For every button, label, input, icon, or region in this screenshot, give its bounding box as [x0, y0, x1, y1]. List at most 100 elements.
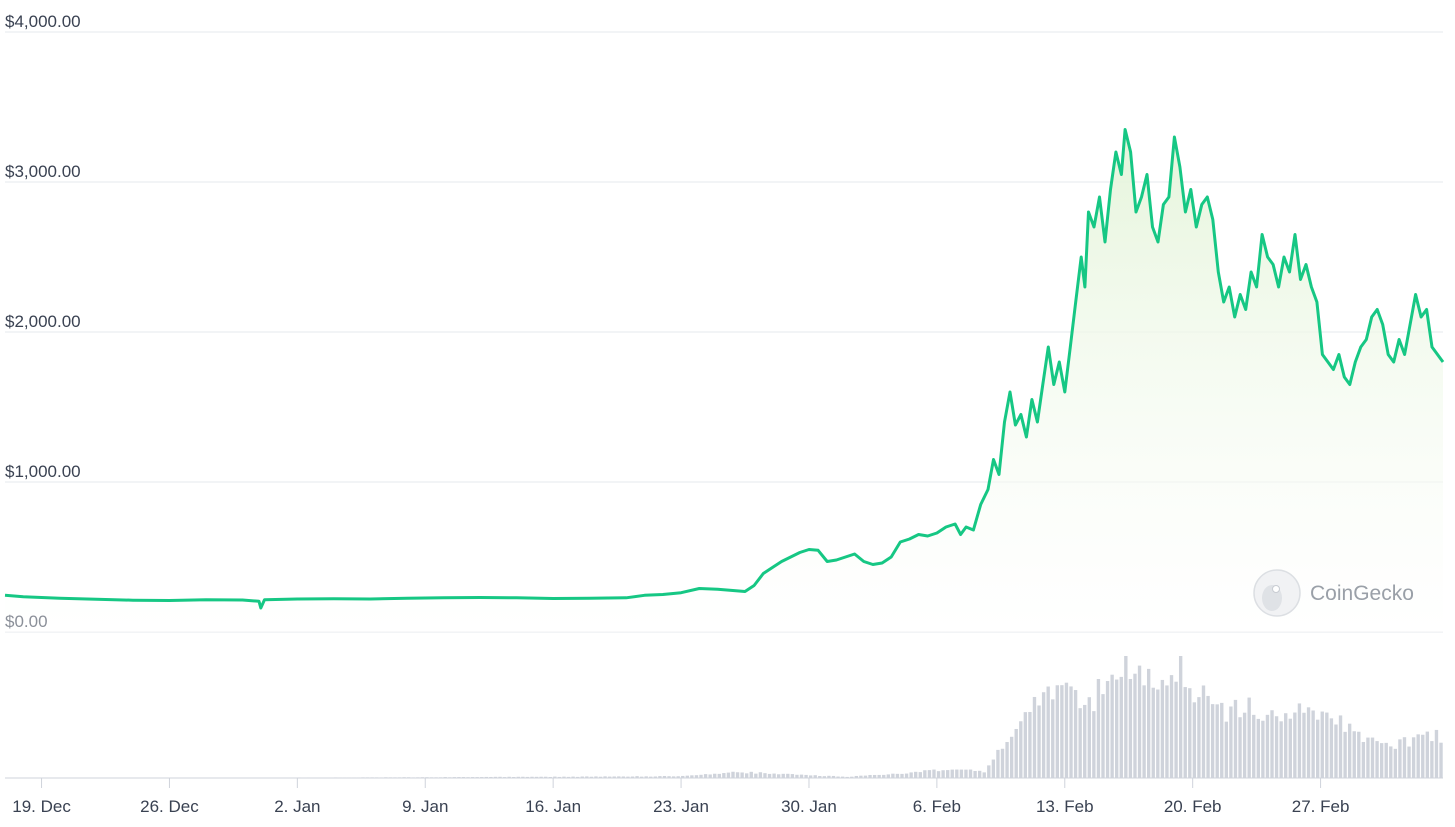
- volume-bar: [731, 771, 735, 778]
- volume-bar: [1051, 699, 1055, 778]
- volume-bar: [882, 774, 886, 778]
- volume-bar: [703, 774, 708, 778]
- volume-bar: [845, 776, 849, 778]
- volume-bar: [790, 774, 795, 778]
- volume-bar: [1407, 746, 1411, 778]
- volume-bar: [484, 776, 489, 778]
- volume-bar: [859, 775, 863, 778]
- volume-bar: [831, 775, 836, 778]
- y-tick-label: $4,000.00: [5, 12, 81, 31]
- volume-bar: [927, 770, 932, 778]
- volume-bar: [740, 772, 744, 778]
- volume-bar: [749, 771, 753, 778]
- volume-bar: [941, 770, 945, 778]
- volume-bar: [598, 776, 603, 778]
- volume-bar: [1229, 706, 1233, 778]
- volume-bar: [1028, 711, 1032, 778]
- volume-bar: [1069, 686, 1073, 778]
- volume-bar: [1046, 686, 1050, 778]
- volume-bar: [1060, 685, 1064, 778]
- volume-bar: [1411, 737, 1416, 778]
- coingecko-watermark: CoinGecko: [1253, 569, 1414, 617]
- volume-bar: [1078, 708, 1082, 778]
- volume-bar: [1311, 710, 1315, 778]
- x-tick-label: 30. Jan: [781, 797, 837, 816]
- volume-bar: [621, 776, 626, 778]
- volume-bar: [1233, 699, 1238, 778]
- volume-bar: [1274, 716, 1279, 778]
- volume-bar: [722, 773, 726, 778]
- volume-bars: [9, 656, 1443, 778]
- volume-bar: [1256, 718, 1260, 778]
- volume-bar: [850, 776, 854, 778]
- gecko-logo-eye: [1272, 585, 1280, 593]
- volume-bar: [1338, 715, 1343, 778]
- volume-bar: [1293, 712, 1297, 778]
- volume-bar: [818, 776, 822, 778]
- volume-bar: [1247, 697, 1251, 778]
- volume-bar: [1421, 734, 1425, 778]
- volume-bar: [904, 773, 909, 778]
- volume-bar: [1096, 679, 1101, 778]
- watermark-text: CoinGecko: [1310, 582, 1414, 605]
- volume-bar: [1370, 737, 1375, 778]
- volume-bar: [690, 775, 694, 778]
- volume-bar: [1215, 704, 1219, 778]
- volume-bar: [918, 772, 922, 778]
- volume-bar: [1073, 690, 1078, 778]
- volume-bar: [694, 775, 699, 778]
- volume-bar: [1087, 697, 1091, 778]
- volume-bar: [827, 775, 831, 778]
- volume-bar: [772, 773, 776, 778]
- volume-bar: [575, 776, 580, 778]
- volume-bar: [571, 776, 575, 778]
- volume-bar: [1352, 731, 1356, 778]
- volume-bar: [498, 776, 502, 778]
- volume-bar: [1009, 736, 1014, 778]
- volume-bar: [589, 776, 594, 778]
- volume-bar: [1284, 713, 1288, 778]
- volume-bar: [594, 776, 598, 778]
- volume-bar: [840, 776, 845, 778]
- volume-bar: [1379, 743, 1384, 778]
- volume-bar: [635, 776, 639, 778]
- price-line: [4, 128, 1445, 610]
- volume-bar: [1357, 731, 1361, 778]
- volume-bar: [1023, 712, 1028, 778]
- volume-bar: [1361, 741, 1366, 778]
- volume-bar: [982, 772, 986, 778]
- volume-bar: [1238, 717, 1242, 778]
- volume-bar: [1393, 748, 1398, 778]
- volume-bar: [1142, 685, 1146, 778]
- volume-bar: [493, 776, 498, 778]
- volume-bar: [1092, 711, 1096, 778]
- volume-bar: [1032, 696, 1037, 778]
- volume-bar: [1366, 737, 1370, 778]
- x-tick-label: 27. Feb: [1292, 797, 1350, 816]
- volume-bar: [1343, 731, 1347, 778]
- volume-bar: [1115, 679, 1119, 778]
- volume-bar: [1128, 678, 1133, 778]
- volume-bar: [534, 776, 539, 778]
- y-tick-label: $1,000.00: [5, 462, 81, 481]
- volume-bar: [1297, 703, 1302, 778]
- volume-bar: [754, 773, 758, 778]
- volume-bar: [649, 776, 653, 778]
- y-tick-label: $3,000.00: [5, 162, 81, 181]
- volume-bar: [1430, 741, 1434, 778]
- volume-bar: [914, 771, 918, 778]
- volume-bar: [489, 776, 493, 778]
- volume-bar: [964, 769, 968, 778]
- volume-bar: [512, 776, 516, 778]
- volume-bar: [877, 774, 881, 778]
- volume-bar: [1197, 697, 1201, 778]
- volume-bar: [804, 774, 808, 778]
- volume-bar: [1439, 742, 1443, 778]
- volume-bar: [653, 776, 658, 778]
- volume-bar: [1402, 737, 1407, 778]
- volume-bar: [580, 776, 584, 778]
- volume-bar: [1156, 689, 1160, 778]
- volume-bar: [968, 769, 973, 778]
- volume-bar: [1306, 707, 1311, 778]
- volume-bar: [955, 769, 959, 778]
